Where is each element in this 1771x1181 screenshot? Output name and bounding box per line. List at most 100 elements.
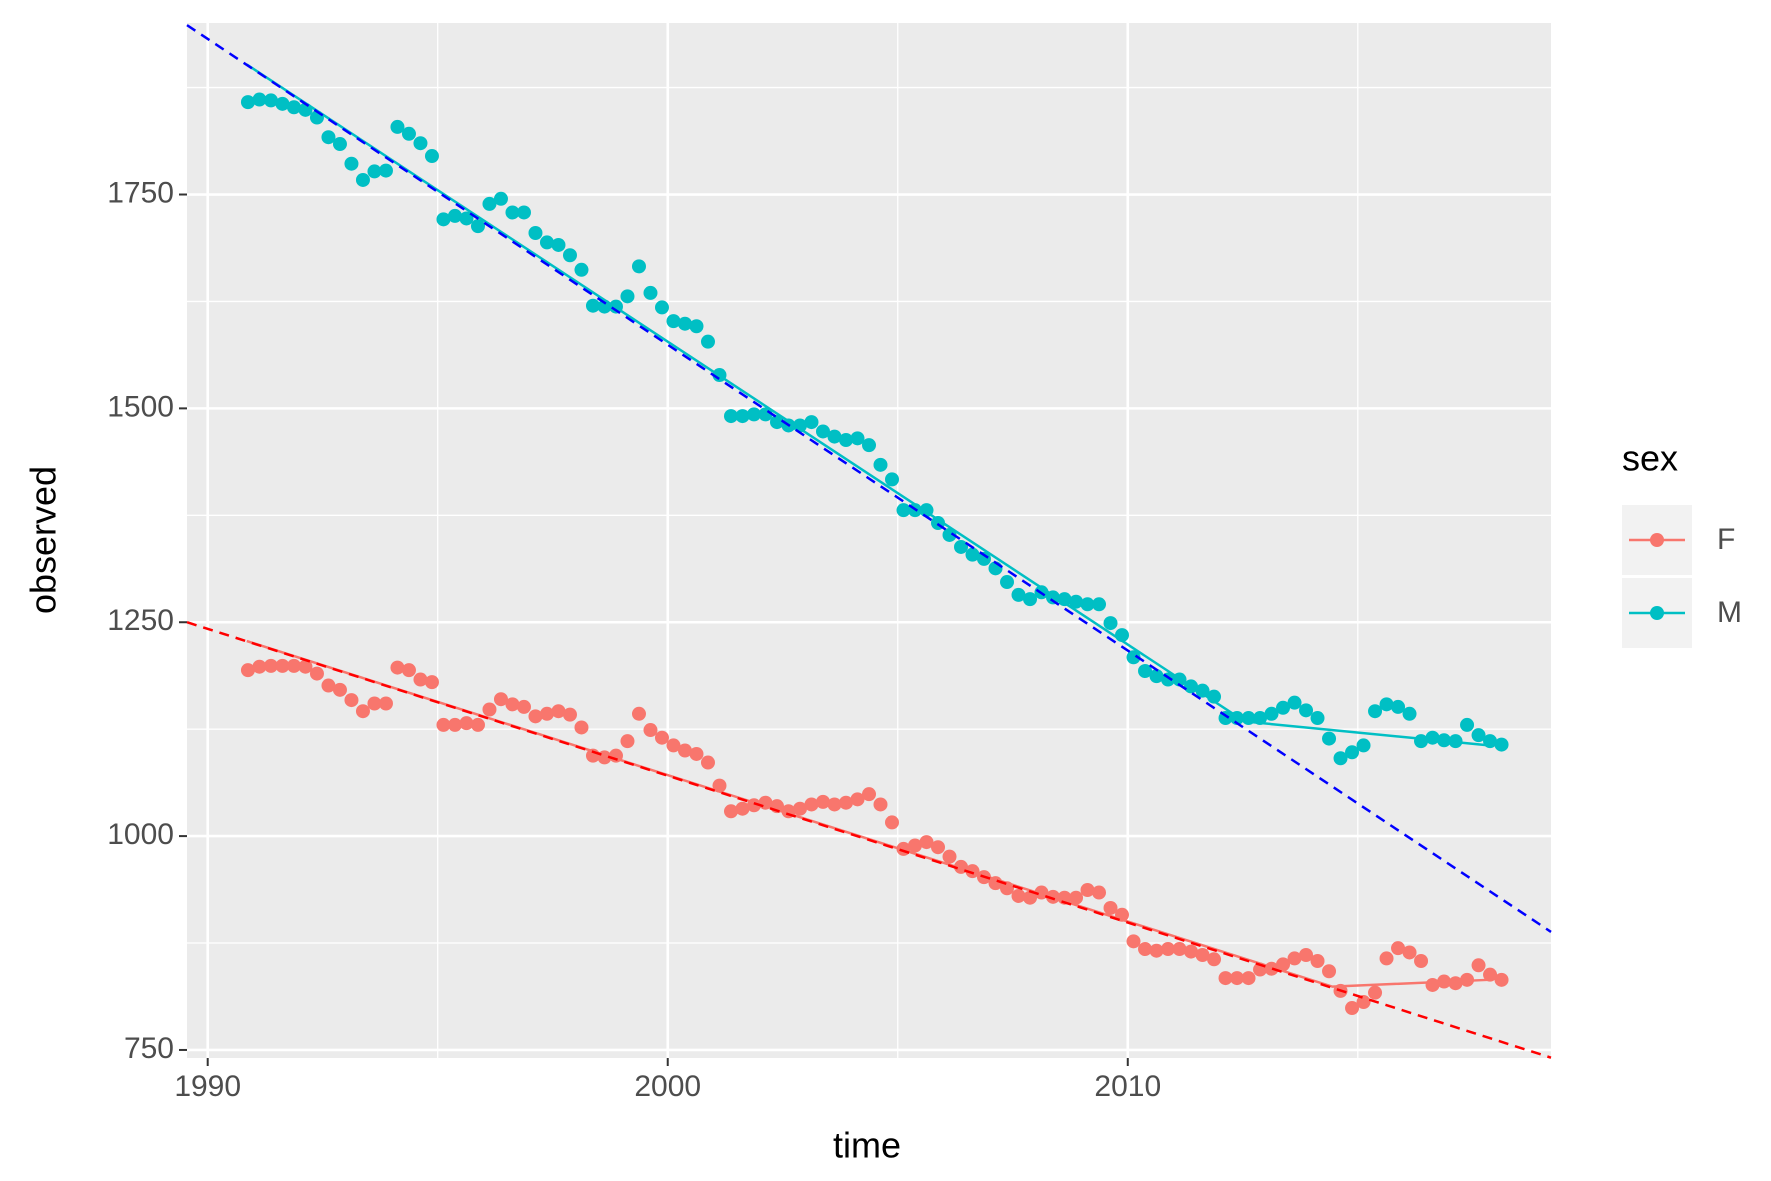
data-point	[528, 709, 543, 724]
data-point	[332, 137, 347, 152]
data-point	[1494, 737, 1509, 752]
data-point	[723, 409, 738, 424]
data-point	[631, 706, 646, 721]
x-tick-label: 2010	[1094, 1070, 1161, 1103]
data-point	[459, 211, 474, 226]
data-point	[838, 433, 853, 448]
legend-label: F	[1717, 523, 1735, 556]
data-point	[562, 707, 577, 722]
x-axis-title: time	[833, 1125, 901, 1166]
data-point	[873, 797, 888, 812]
data-point	[804, 797, 819, 812]
data-point	[1379, 951, 1394, 966]
data-point	[286, 100, 301, 115]
data-point	[286, 658, 301, 673]
data-point	[298, 659, 313, 674]
trend-line	[186, 24, 1552, 933]
data-point	[654, 730, 669, 745]
y-tick-label: 1500	[107, 390, 174, 423]
data-point	[1126, 650, 1141, 665]
data-point	[1345, 745, 1360, 760]
y-tick-label: 1000	[107, 818, 174, 851]
data-point	[1379, 697, 1394, 712]
data-point	[1276, 957, 1291, 972]
legend-title: sex	[1622, 438, 1678, 479]
data-point	[1264, 706, 1279, 721]
data-point	[447, 208, 462, 223]
data-point	[505, 205, 520, 220]
data-point	[459, 716, 474, 731]
data-point	[689, 319, 704, 334]
data-point	[792, 801, 807, 816]
data-point	[1310, 711, 1325, 726]
data-point	[1092, 885, 1107, 900]
x-tick-label: 1990	[174, 1070, 241, 1103]
data-point	[896, 503, 911, 518]
data-point	[551, 237, 566, 252]
data-point	[620, 734, 635, 749]
data-point	[1230, 971, 1245, 986]
data-point	[539, 235, 554, 250]
data-point	[620, 289, 635, 304]
trend-line	[186, 621, 1552, 1059]
data-point	[240, 663, 255, 678]
data-point	[1345, 1001, 1360, 1016]
data-point	[436, 717, 451, 732]
data-point	[1092, 597, 1107, 612]
data-point	[643, 723, 658, 738]
data-point	[919, 835, 934, 850]
data-point	[378, 163, 393, 178]
data-point	[390, 119, 405, 134]
data-point	[1241, 971, 1256, 986]
data-point	[482, 196, 497, 211]
data-point	[321, 678, 336, 693]
y-axis-title: observed	[23, 466, 64, 614]
data-point	[321, 130, 336, 145]
data-point	[562, 248, 577, 263]
data-point	[677, 743, 692, 758]
data-point	[436, 212, 451, 227]
data-point	[735, 801, 750, 816]
data-point	[1057, 592, 1072, 607]
data-point	[355, 172, 370, 187]
data-point	[1448, 976, 1463, 991]
data-point	[1069, 594, 1084, 609]
data-point	[1276, 700, 1291, 715]
data-point	[827, 797, 842, 812]
data-point	[1207, 952, 1222, 967]
data-point	[804, 415, 819, 430]
data-point	[378, 696, 393, 711]
data-point	[1287, 951, 1302, 966]
data-point	[1011, 587, 1026, 602]
data-point	[1161, 942, 1176, 957]
data-point	[551, 704, 566, 719]
data-point	[723, 804, 738, 819]
data-point	[344, 693, 359, 708]
data-point	[885, 472, 900, 487]
data-point	[1471, 728, 1486, 743]
data-point	[1368, 985, 1383, 1000]
data-point	[1103, 616, 1118, 631]
y-tick-label: 750	[124, 1032, 174, 1065]
data-point	[931, 840, 946, 855]
data-point	[367, 164, 382, 179]
data-point	[344, 156, 359, 171]
data-point	[1149, 943, 1164, 958]
data-point	[367, 696, 382, 711]
data-point	[1322, 964, 1337, 979]
legend-dot	[1650, 606, 1664, 620]
y-tick-label: 1250	[107, 604, 174, 637]
data-point	[574, 720, 589, 735]
data-point	[965, 547, 980, 562]
data-point	[1356, 738, 1371, 753]
data-point	[1069, 890, 1084, 905]
data-point	[1299, 703, 1314, 718]
data-point	[1333, 751, 1348, 766]
data-point	[401, 663, 416, 678]
data-point	[666, 738, 681, 753]
data-point	[1368, 704, 1383, 719]
data-point	[1391, 941, 1406, 956]
data-point	[516, 205, 531, 220]
data-point	[666, 314, 681, 329]
